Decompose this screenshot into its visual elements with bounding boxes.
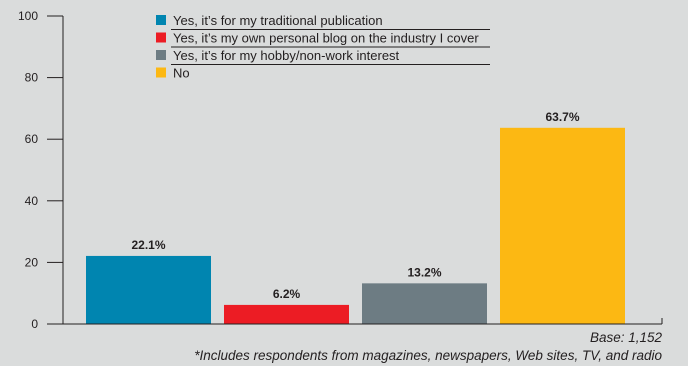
legend-swatch [156, 67, 166, 78]
x-axis [63, 318, 663, 325]
bar [224, 304, 349, 324]
base-note: Base: 1,152 [589, 330, 662, 345]
legend-swatch [156, 50, 166, 60]
bar [362, 283, 487, 324]
bar-value-label: 6.2% [273, 287, 301, 301]
y-tick-label: 0 [31, 317, 38, 331]
y-tick-label: 60 [25, 132, 39, 146]
bar-value-label: 63.7% [545, 110, 579, 124]
bar [86, 255, 211, 324]
bars: 22.1% 6.2% 13.2% 63.7% [86, 110, 625, 324]
y-tick-label: 40 [25, 194, 39, 208]
y-tick-label: 100 [18, 9, 38, 23]
legend-label: Yes, it’s for my hobby/non-work interest [173, 48, 400, 63]
bar [500, 127, 625, 324]
y-tick-label: 80 [25, 71, 39, 85]
legend-label: No [173, 66, 190, 81]
bar-value-label: 13.2% [407, 265, 441, 279]
legend-label: Yes, it’s my own personal blog on the in… [173, 31, 479, 46]
bar-value-label: 22.1% [131, 238, 165, 252]
y-axis: 0 20 40 60 80 100 [18, 9, 64, 331]
legend-swatch [156, 15, 166, 25]
legend-label: Yes, it’s for my traditional publication [173, 13, 383, 28]
footnote: *Includes respondents from magazines, ne… [194, 348, 662, 363]
legend: Yes, it’s for my traditional publication… [156, 13, 490, 81]
legend-swatch [156, 32, 166, 43]
y-tick-label: 20 [25, 255, 39, 269]
